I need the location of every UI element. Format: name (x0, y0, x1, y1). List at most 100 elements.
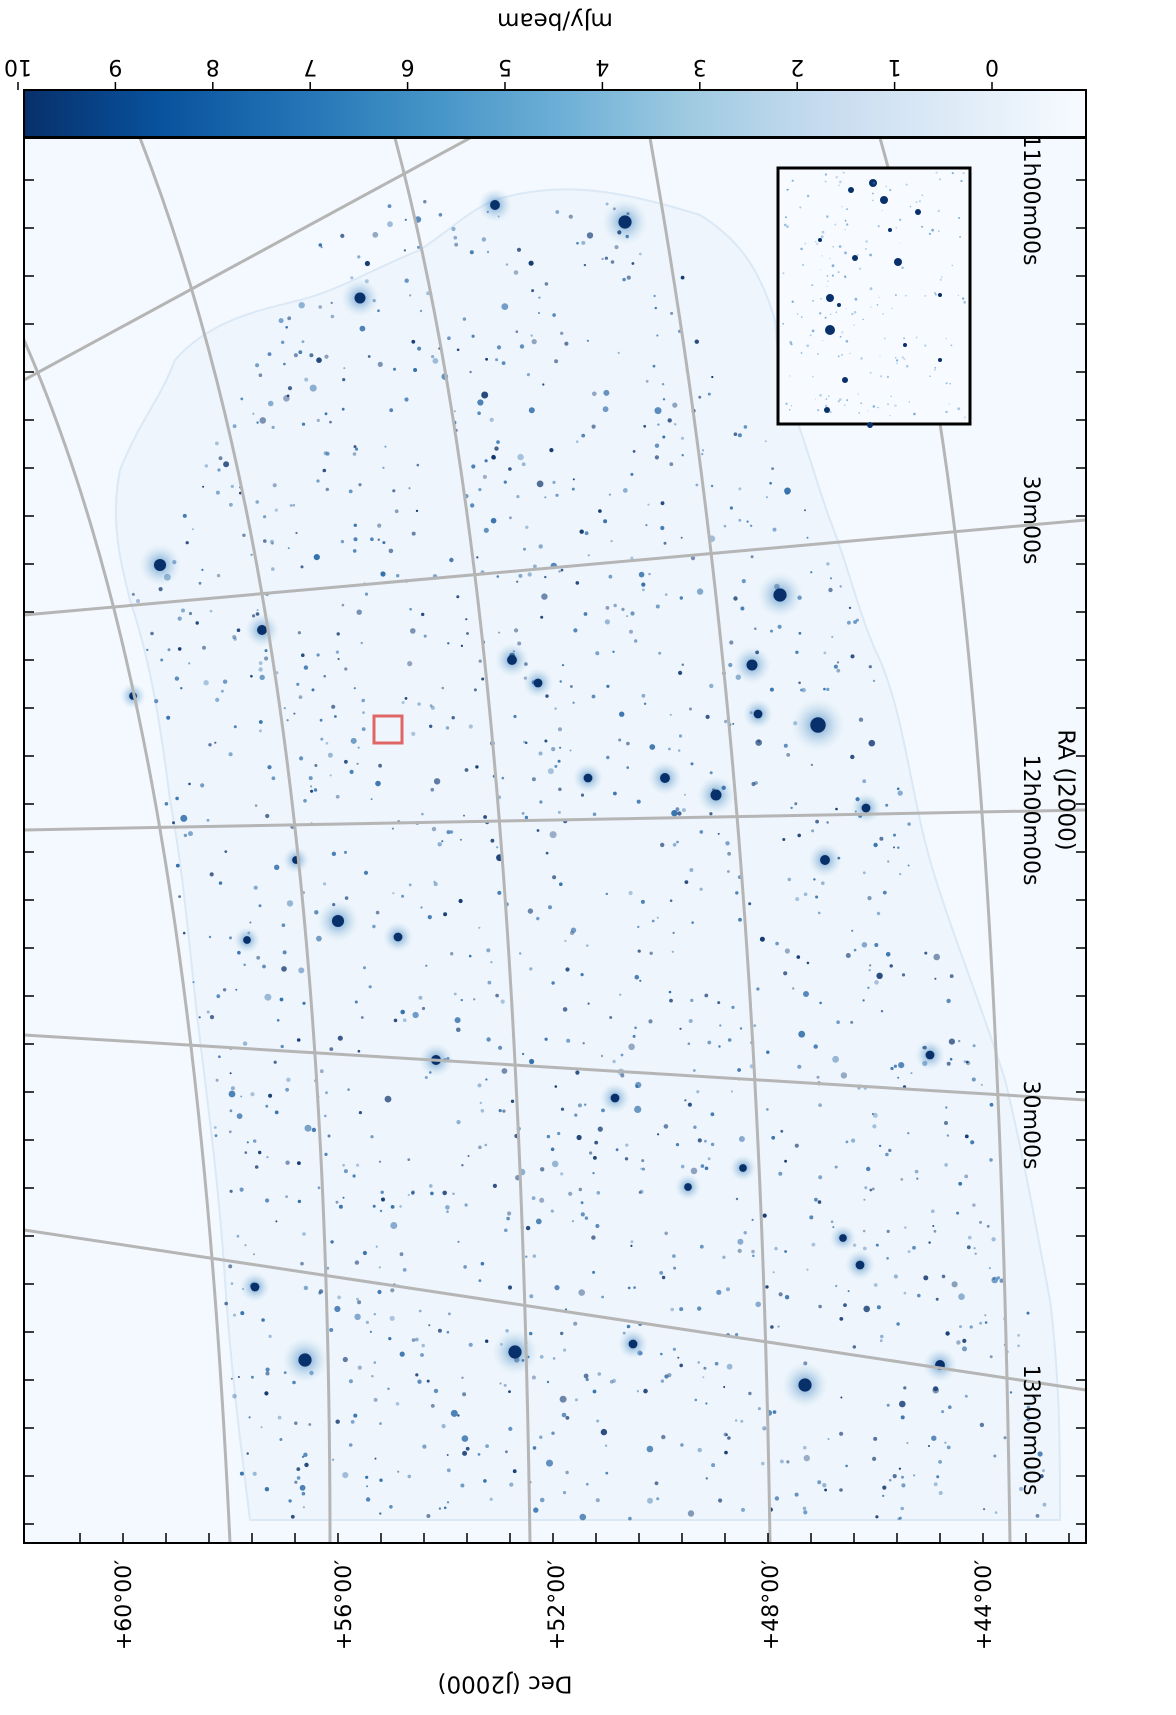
bright-source (810, 717, 826, 733)
faint-source (705, 1477, 708, 1480)
faint-source (342, 1356, 348, 1363)
faint-source (958, 1293, 965, 1300)
faint-source (741, 1507, 745, 1512)
faint-source (677, 811, 682, 816)
faint-source (499, 1382, 502, 1385)
faint-source (422, 1444, 427, 1449)
faint-source (677, 1356, 680, 1359)
faint-source (888, 1478, 892, 1482)
faint-source (901, 1475, 904, 1479)
faint-source (380, 571, 386, 577)
bright-source (753, 709, 763, 719)
faint-source (689, 707, 692, 711)
faint-source (580, 973, 584, 977)
faint-source (571, 487, 575, 491)
faint-source (296, 1467, 301, 1471)
faint-source (882, 1494, 885, 1497)
faint-source (188, 782, 191, 786)
inset-faint-source (905, 183, 908, 186)
faint-source (628, 890, 633, 896)
faint-source (555, 210, 560, 214)
faint-source (367, 355, 371, 358)
faint-source (281, 923, 286, 927)
inset-faint-source (804, 242, 807, 245)
faint-source (453, 410, 456, 413)
faint-source (678, 749, 681, 752)
faint-source (662, 435, 666, 439)
faint-source (357, 1300, 362, 1305)
faint-source (183, 833, 188, 838)
inset-faint-source (945, 410, 948, 414)
faint-source (692, 1069, 696, 1072)
faint-source (559, 1395, 567, 1403)
faint-source (811, 829, 815, 833)
faint-source (559, 746, 562, 749)
faint-source (399, 1252, 404, 1257)
inset-source (852, 255, 858, 261)
faint-source (702, 1376, 705, 1379)
bright-source (746, 659, 758, 671)
inset-faint-source (934, 366, 937, 369)
faint-source (986, 1224, 990, 1228)
colorbar-tick-label: 8 (206, 54, 220, 79)
faint-source (564, 341, 569, 346)
faint-source (478, 1145, 482, 1150)
faint-source (426, 1514, 431, 1518)
faint-source (622, 277, 626, 282)
faint-source (964, 1394, 968, 1398)
faint-source (354, 1313, 361, 1321)
faint-source (1037, 1451, 1043, 1457)
inset-faint-source (905, 364, 909, 368)
faint-source (525, 1255, 528, 1258)
faint-source (415, 1373, 419, 1377)
inset-faint-source (853, 310, 857, 314)
inset-faint-source (824, 180, 827, 183)
faint-source (529, 1331, 533, 1336)
inset-source (842, 377, 848, 383)
inset-faint-source (963, 416, 966, 419)
faint-source (275, 1220, 278, 1223)
faint-source (229, 502, 233, 507)
faint-source (218, 456, 223, 461)
faint-source (458, 898, 463, 904)
faint-source (303, 1285, 309, 1291)
faint-source (640, 899, 645, 904)
faint-source (787, 877, 792, 882)
faint-source (862, 999, 865, 1002)
faint-source (407, 1474, 412, 1479)
faint-source (297, 1161, 301, 1165)
faint-source (1009, 1391, 1013, 1394)
faint-source (777, 1325, 780, 1328)
faint-source (469, 370, 472, 374)
faint-source (724, 719, 728, 724)
inset-source (869, 179, 877, 187)
faint-source (400, 1009, 406, 1015)
faint-source (531, 339, 537, 345)
faint-source (796, 955, 801, 959)
faint-source (335, 1419, 340, 1424)
faint-source (191, 528, 194, 531)
inset-faint-source (815, 242, 819, 246)
faint-source (350, 276, 354, 280)
faint-source (364, 260, 370, 267)
faint-source (525, 525, 529, 529)
faint-source (817, 1200, 822, 1204)
faint-source (460, 644, 463, 648)
inset-faint-source (814, 240, 817, 243)
inset-faint-source (885, 185, 887, 188)
faint-source (446, 830, 451, 835)
faint-source (608, 493, 612, 496)
faint-source (188, 831, 193, 837)
faint-source (661, 1434, 666, 1440)
inset-faint-source (880, 375, 883, 378)
faint-source (946, 1445, 951, 1450)
faint-source (221, 689, 224, 693)
faint-source (325, 487, 329, 492)
inset-faint-source (844, 219, 847, 222)
faint-source (672, 1254, 676, 1258)
faint-source (552, 875, 557, 880)
faint-source (296, 1476, 301, 1480)
faint-source (576, 241, 579, 245)
faint-source (358, 1111, 362, 1115)
faint-source (660, 1352, 663, 1356)
